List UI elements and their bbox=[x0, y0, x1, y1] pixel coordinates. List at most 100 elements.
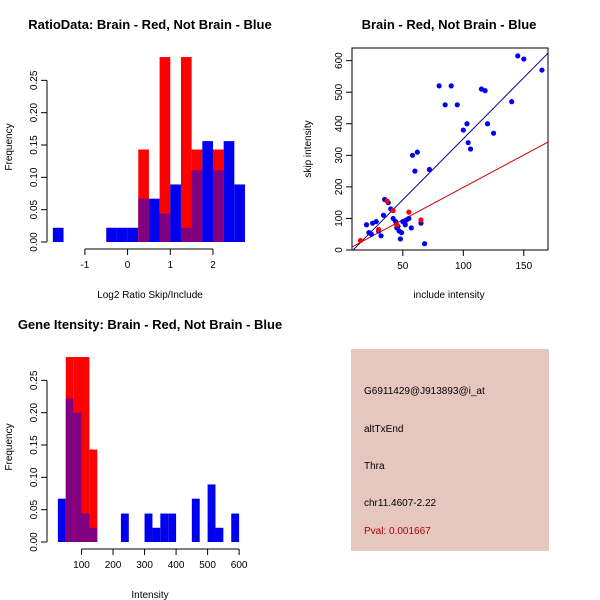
brain-point bbox=[394, 222, 400, 228]
ratio-hist-bar bbox=[170, 184, 181, 242]
intensity-hist-ylabel: Frequency bbox=[4, 423, 15, 470]
not-brain-point bbox=[448, 83, 454, 89]
not-brain-point bbox=[363, 222, 370, 228]
intensity-hist-y-tick-label: 0.15 bbox=[29, 435, 40, 455]
ratio-hist-axes: -1 0 1 2 0.00 0.05 0.10 0.15 0.20 0.25 bbox=[29, 70, 216, 271]
ratio-hist-overlap-bar bbox=[159, 213, 171, 242]
ratio-hist-bar bbox=[202, 141, 213, 242]
not-brain-point bbox=[406, 215, 412, 222]
intensity-hist-bar bbox=[89, 449, 98, 542]
probe-id: G6911429@J913893@i_at bbox=[364, 386, 485, 397]
ratio-hist-ylabel: Frequency bbox=[4, 123, 15, 170]
ratio-hist-y-tick-label: 0.00 bbox=[29, 232, 40, 252]
ratio-hist-x-tick-label: -1 bbox=[80, 260, 89, 271]
not-brain-point bbox=[467, 146, 474, 152]
scatter-xlabel: include intensity bbox=[413, 290, 484, 301]
ratio-hist-bar bbox=[116, 227, 128, 242]
not-brain-point bbox=[378, 233, 384, 239]
ratio-hist-y-tick-label: 0.20 bbox=[29, 102, 40, 122]
intensity-hist-x-tick-label: 500 bbox=[199, 560, 216, 571]
ratio-hist-y-tick-label: 0.10 bbox=[29, 167, 40, 187]
ratio-hist-y-tick-label: 0.25 bbox=[29, 70, 40, 90]
not-brain-point bbox=[414, 149, 420, 155]
ratio-hist-x-tick-label: 0 bbox=[125, 260, 131, 271]
not-brain-point bbox=[408, 225, 414, 231]
not-brain-point bbox=[397, 236, 403, 242]
ratio-hist-x-tick-label: 2 bbox=[210, 260, 216, 271]
intensity-hist-y-tick-label: 0.10 bbox=[29, 467, 40, 487]
ratio-hist-bar bbox=[234, 184, 245, 242]
not-brain-point bbox=[454, 102, 460, 108]
intensity-hist-bar bbox=[191, 498, 200, 542]
scatter-y-tick-label: 500 bbox=[334, 83, 345, 100]
ratio-hist-bar bbox=[223, 141, 235, 242]
not-brain-point bbox=[460, 127, 466, 133]
not-brain-point bbox=[482, 88, 488, 94]
ratio-hist-bar bbox=[106, 227, 117, 242]
not-brain-point bbox=[515, 53, 521, 59]
ratio-hist-bar bbox=[138, 149, 149, 242]
scatter-y-tick-label: 100 bbox=[334, 210, 345, 227]
not-brain-fit-line bbox=[352, 52, 548, 250]
scatter-x-tick-label: 100 bbox=[455, 261, 472, 272]
ratio-hist-y-tick-label: 0.05 bbox=[29, 199, 40, 219]
intensity-hist-bar bbox=[207, 484, 216, 542]
scatter-y-tick-label: 0 bbox=[334, 247, 345, 253]
pval-text: Pval: 0.001667 bbox=[364, 526, 431, 537]
intensity-hist-y-tick-label: 0.05 bbox=[29, 499, 40, 519]
intensity-hist-x-tick-label: 200 bbox=[105, 560, 122, 571]
intensity-hist-bar bbox=[81, 357, 90, 542]
ratio-hist-title: RatioData: Brain - Red, Not Brain - Blue bbox=[28, 17, 271, 32]
info-panel: G6911429@J913893@i_at altTxEnd Thra chr1… bbox=[351, 349, 549, 551]
scatter-ylabel: skip intensity bbox=[303, 120, 314, 177]
not-brain-point bbox=[368, 231, 374, 237]
scatter-y-tick-label: 600 bbox=[334, 52, 345, 69]
not-brain-point bbox=[521, 56, 527, 62]
brain-point bbox=[384, 198, 390, 204]
ratio-hist-x-tick-label: 1 bbox=[167, 260, 173, 271]
not-brain-point bbox=[399, 230, 405, 236]
scatter-y-tick-label: 300 bbox=[334, 147, 345, 164]
scatter-title: Brain - Red, Not Brain - Blue bbox=[362, 17, 537, 32]
not-brain-point bbox=[380, 212, 387, 218]
ratio-hist-bar bbox=[52, 227, 64, 242]
brain-fit-line bbox=[352, 141, 548, 248]
intensity-hist-xlabel: Intensity bbox=[131, 590, 168, 600]
intensity-hist-overlap-bar bbox=[73, 412, 82, 542]
intensity-hist-bar bbox=[160, 513, 169, 542]
intensity-hist-y-tick-label: 0.20 bbox=[29, 402, 40, 422]
intensity-hist-bar bbox=[231, 513, 240, 542]
not-brain-point bbox=[464, 121, 470, 127]
ratio-hist-bar bbox=[180, 57, 192, 243]
intensity-hist-x-tick-label: 300 bbox=[136, 560, 153, 571]
ratio-hist-overlap-bar bbox=[138, 198, 149, 242]
intensity-hist-bar bbox=[120, 513, 129, 542]
intensity-hist-bars bbox=[57, 357, 240, 542]
intensity-hist-bar bbox=[215, 527, 224, 542]
brain-point bbox=[418, 217, 424, 223]
not-brain-point bbox=[490, 130, 497, 136]
not-brain-point bbox=[402, 222, 408, 228]
not-brain-point bbox=[539, 67, 545, 73]
not-brain-point bbox=[409, 152, 416, 158]
scatter-fit-lines bbox=[352, 52, 548, 250]
brain-point bbox=[406, 209, 412, 215]
intensity-hist-overlap-bar bbox=[65, 398, 74, 542]
intensity-hist-bar bbox=[144, 513, 153, 542]
event-type: altTxEnd bbox=[364, 424, 404, 435]
brain-point bbox=[390, 207, 396, 214]
scatter-x-tick-label: 150 bbox=[515, 261, 532, 272]
intensity-hist-y-tick-label: 0.25 bbox=[29, 370, 40, 390]
ratio-hist-bar bbox=[127, 227, 139, 242]
intensity-hist-x-tick-label: 600 bbox=[231, 560, 248, 571]
panel-intensity-histogram: Gene Itensity: Brain - Red, Not Brain - … bbox=[4, 317, 282, 600]
not-brain-point bbox=[426, 166, 433, 173]
scatter-y-tick-label: 200 bbox=[334, 178, 345, 195]
intensity-hist-bar bbox=[152, 527, 161, 542]
intensity-hist-y-tick-label: 0.00 bbox=[29, 532, 40, 552]
intensity-hist-overlap-bar bbox=[89, 527, 98, 542]
intensity-hist-x-tick-label: 400 bbox=[168, 560, 185, 571]
scatter-points bbox=[357, 53, 545, 247]
ratio-hist-overlap-bar bbox=[212, 170, 224, 242]
